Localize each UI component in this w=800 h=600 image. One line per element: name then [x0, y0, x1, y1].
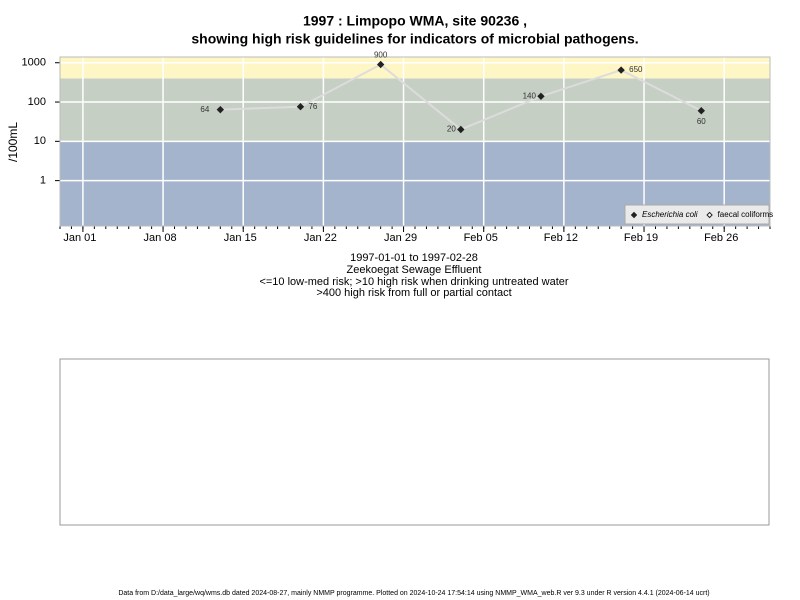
- subtitle: Zeekoegat Sewage Effluent: [347, 264, 482, 276]
- data-point: [296, 103, 305, 111]
- x-tick-label: Jan 01: [63, 232, 96, 244]
- data-point: [216, 105, 225, 114]
- legend-label: faecal coliforms: [718, 210, 774, 219]
- risk-band: [60, 78, 770, 142]
- y-axis-label: /100mL: [6, 122, 20, 162]
- data-point: [376, 60, 385, 69]
- x-tick-label: Jan 29: [384, 232, 417, 244]
- y-tick-label: 10: [34, 135, 46, 147]
- chart-title: 1997 : Limpopo WMA, site 90236 ,: [303, 13, 527, 29]
- x-tick-label: Jan 15: [224, 232, 257, 244]
- legend-box: [624, 204, 770, 225]
- y-tick-label: 1000: [22, 57, 46, 69]
- data-label: 20: [447, 125, 456, 134]
- chart-title: showing high risk guidelines for indicat…: [191, 31, 638, 47]
- data-point: [457, 125, 465, 134]
- data-label: 60: [697, 117, 706, 126]
- x-tick-label: Jan 22: [304, 232, 337, 244]
- x-tick-label: Feb 12: [544, 232, 578, 244]
- y-tick-label: 1: [40, 175, 46, 187]
- legend-marker: [706, 211, 713, 219]
- data-label: 650: [629, 65, 643, 74]
- data-label: 900: [374, 51, 388, 60]
- data-point: [617, 66, 625, 74]
- x-tick-label: Feb 26: [704, 232, 738, 244]
- data-label: 64: [200, 105, 209, 114]
- x-tick-label: Feb 05: [464, 232, 498, 244]
- legend-marker: [630, 211, 638, 219]
- subtitle: 1997-01-01 to 1997-02-28: [350, 252, 478, 264]
- plot-frame: [59, 56, 771, 227]
- subtitle: >400 high risk from full or partial cont…: [316, 287, 511, 299]
- data-label: 76: [308, 102, 317, 111]
- footer: Data from D:/data_large/wq/wms.db dated …: [118, 590, 709, 597]
- y-tick-label: 100: [28, 96, 46, 108]
- risk-band: [60, 57, 770, 79]
- empty-panel: [59, 358, 770, 526]
- plot-area: [60, 57, 770, 226]
- data-point: [537, 92, 545, 101]
- x-tick-label: Feb 19: [624, 232, 658, 244]
- data-label: 140: [523, 91, 537, 100]
- subtitle: <=10 low-med risk; >10 high risk when dr…: [259, 276, 568, 288]
- legend-label: Escherichia coli: [642, 210, 698, 219]
- x-tick-label: Jan 08: [144, 232, 177, 244]
- data-point: [697, 107, 705, 115]
